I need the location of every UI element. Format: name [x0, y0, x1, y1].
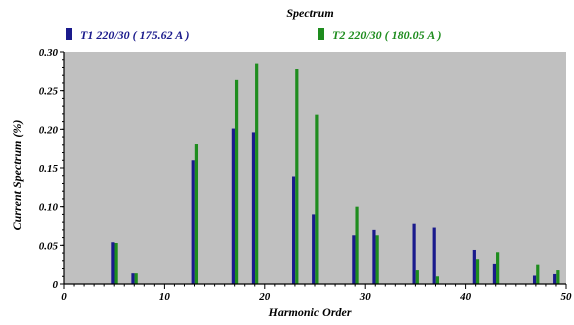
- bar-t1-h41: [472, 249, 476, 284]
- x-tick-label: 10: [159, 291, 171, 303]
- bar-t1-h49: [553, 273, 557, 284]
- legend-swatch-t2: [318, 28, 324, 40]
- bar-t2-h31: [375, 235, 379, 284]
- bar-t1-h17: [231, 128, 235, 284]
- legend-label-t2: T2 220/30 ( 180.05 A ): [332, 28, 442, 42]
- y-tick-label: 0.30: [39, 47, 59, 59]
- bar-t1-h47: [532, 275, 537, 284]
- y-tick-label: 0.10: [39, 202, 59, 214]
- x-tick-label: 30: [359, 291, 372, 303]
- x-tick-label: 20: [258, 291, 271, 303]
- bar-t1-h37: [432, 227, 436, 284]
- y-tick-label: 0.15: [39, 163, 59, 175]
- bar-t2-h49: [556, 270, 560, 284]
- bar-t1-h13: [191, 160, 195, 284]
- chart-title: Spectrum: [286, 6, 333, 20]
- bar-t2-h43: [496, 252, 500, 284]
- bar-t1-h31: [372, 229, 376, 284]
- bar-t1-h25: [312, 214, 316, 284]
- bar-t2-h17: [234, 79, 239, 284]
- y-tick-label: 0.25: [39, 86, 59, 98]
- bar-t1-h29: [352, 235, 356, 284]
- x-axis-label: Harmonic Order: [267, 305, 351, 319]
- legend-label-t1: T1 220/30 ( 175.62 A ): [80, 28, 190, 42]
- x-tick-label: 40: [459, 291, 472, 303]
- bar-t1-h35: [412, 223, 416, 284]
- y-axis-label: Current Spectrum (%): [10, 120, 24, 231]
- bar-t2-h19: [255, 63, 259, 284]
- bar-t2-h5: [114, 243, 118, 284]
- bar-t1-h19: [251, 132, 256, 284]
- y-tick-label: 0: [53, 279, 59, 291]
- axes-group: 0 0.05 0.10 0.15 0.20 0.25 0.30 0 10 20 30 40 50: [39, 47, 572, 303]
- bar-t1-h23: [292, 176, 296, 284]
- bar-t2-h13: [194, 144, 199, 284]
- y-tick-label: 0.20: [39, 124, 59, 136]
- bar-t2-h35: [415, 270, 419, 284]
- bar-t1-h7: [131, 273, 135, 284]
- x-tick-label: 0: [61, 291, 67, 303]
- bar-t1-h5: [111, 242, 115, 284]
- bar-t2-h7: [134, 273, 138, 284]
- legend: T1 220/30 ( 175.62 A ) T2 220/30 ( 180.0…: [66, 28, 442, 42]
- bars-group: [111, 63, 560, 284]
- bar-t2-h47: [536, 264, 540, 284]
- y-tick-label: 0.05: [39, 240, 59, 252]
- bar-t2-h25: [315, 114, 319, 284]
- bar-t2-h29: [355, 206, 359, 284]
- x-tick-label: 50: [561, 291, 573, 303]
- legend-swatch-t1: [66, 28, 72, 40]
- bar-t2-h37: [435, 276, 439, 284]
- bar-t1-h43: [492, 263, 497, 284]
- bar-t2-h41: [475, 259, 480, 284]
- bar-t2-h23: [295, 69, 299, 284]
